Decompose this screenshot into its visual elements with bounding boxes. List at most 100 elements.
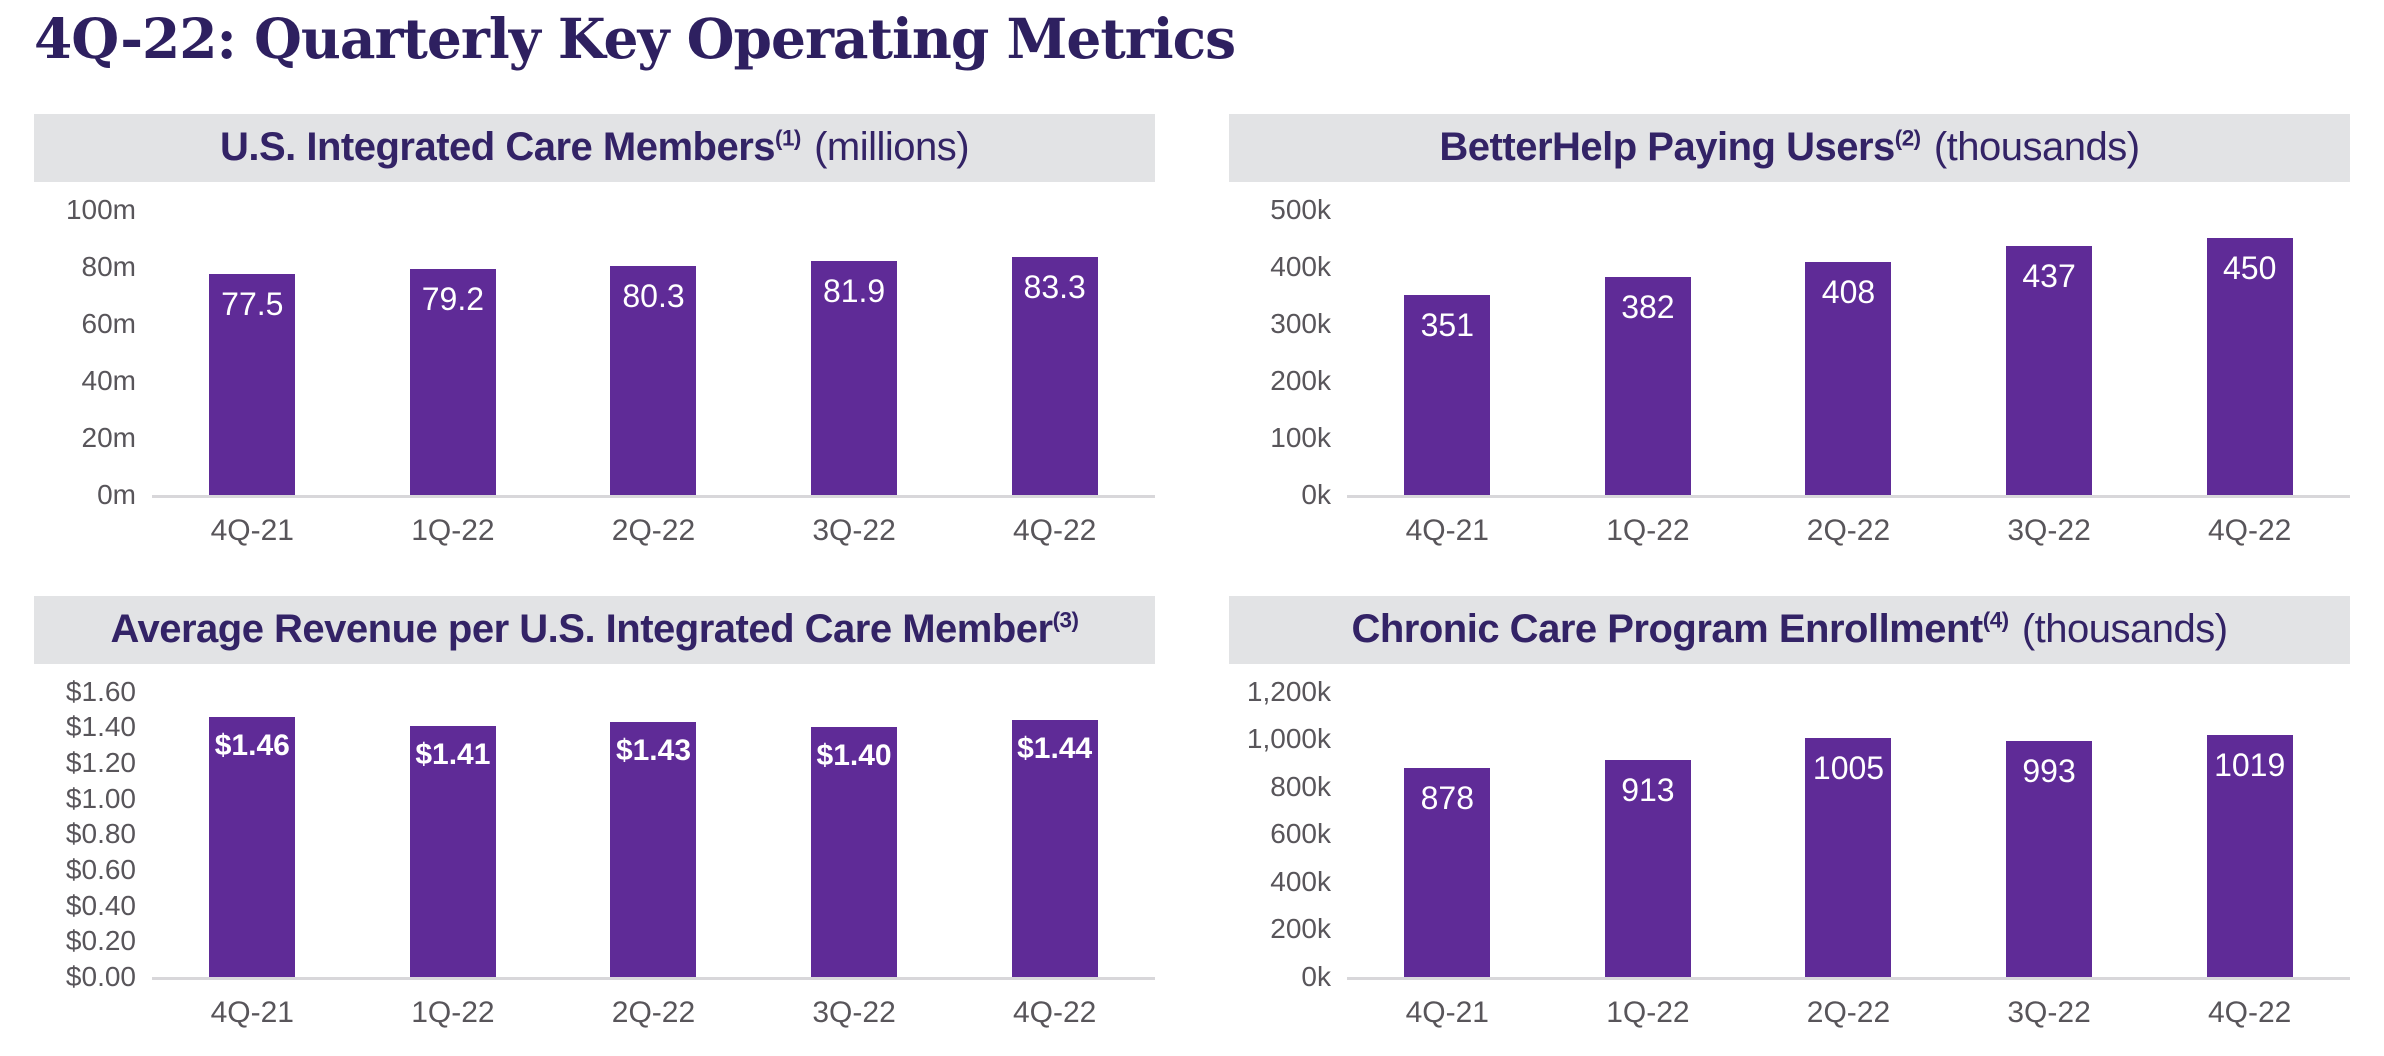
bar-value-label: 79.2 [421, 281, 485, 318]
y-axis: 100m 80m 60m 40m 20m 0m [34, 195, 152, 508]
bar-value-label: 1005 [1812, 750, 1885, 787]
footnote-marker: (2) [1894, 125, 1921, 151]
y-axis-tick-label: 80m [81, 250, 136, 282]
chart-title: Average Revenue per U.S. Integrated Care… [111, 607, 1079, 652]
y-axis-tick-label: 1,000k [1246, 723, 1331, 755]
bar: 81.9 [811, 261, 898, 495]
plot-area: 77.5 79.2 80.3 81.9 83.3 [152, 210, 1155, 498]
bar-value-label: 1019 [2214, 746, 2286, 783]
y-axis: $1.60 $1.40 $1.20 $1.00 $0.80 $0.60 $0.40 $0.20… [34, 677, 152, 990]
chart-title-band: BetterHelp Paying Users(2) (thousands) [1229, 113, 2350, 182]
x-axis-label: 2Q-22 [611, 513, 696, 547]
x-axis-label: 1Q-22 [1606, 995, 1690, 1029]
x-axis-label: 2Q-22 [611, 995, 696, 1029]
bar-value-label: $1.40 [816, 739, 892, 773]
y-axis-tick-label: 0k [1301, 960, 1331, 992]
slide-title: 4Q-22: Quarterly Key Operating Metrics [34, 6, 1236, 71]
y-axis-tick-label: 0k [1301, 478, 1331, 510]
chart-body: $1.60 $1.40 $1.20 $1.00 $0.80 $0.60 $0.40 $0.20… [34, 677, 1155, 1028]
bar: $1.40 [811, 727, 898, 977]
bar-value-label: $1.44 [1017, 732, 1093, 766]
bar-chart-betterhelp-paying-users: 500k 400k 300k 200k 100k 0k 351 382 408 437 450 4Q-… [1229, 182, 2350, 546]
bar-value-label: 878 [1420, 780, 1474, 817]
bar: 351 [1404, 294, 1491, 495]
y-axis-tick-label: 60m [81, 307, 136, 339]
y-axis-tick-label: $1.60 [65, 675, 136, 707]
y-axis-tick-label: $0.00 [65, 960, 136, 992]
bar-value-label: $1.46 [214, 728, 290, 762]
chart-panel-chronic-care-program-enrollment: Chronic Care Program Enrollment(4) (thous… [1229, 595, 2350, 1028]
bar-value-label: 450 [2222, 250, 2277, 287]
chart-title-text: U.S. Integrated Care Members [219, 125, 776, 170]
bar: 77.5 [209, 273, 296, 495]
y-axis-tick-label: $0.60 [65, 853, 136, 885]
y-axis-tick-label: 500k [1270, 193, 1331, 225]
bar-value-label: 81.9 [822, 273, 886, 310]
chart-title-band: Average Revenue per U.S. Integrated Care… [34, 595, 1155, 664]
y-axis: 1,200k 1,000k 800k 600k 400k 200k 0k [1229, 677, 1347, 990]
x-axis-label: 3Q-22 [812, 513, 896, 547]
chart-unit-label: (thousands) [1933, 125, 2140, 170]
bar: 382 [1604, 277, 1691, 495]
bar: $1.43 [610, 722, 697, 977]
bar: $1.44 [1011, 720, 1098, 977]
plot-wrap: $1.46 $1.41 $1.43 $1.40 $1.44 4Q-21 1Q-22 2Q-22… [152, 692, 1155, 1028]
chart-body: 500k 400k 300k 200k 100k 0k 351 382 408 437 450 4Q-… [1229, 195, 2350, 547]
x-axis-label: 4Q-22 [1012, 995, 1097, 1029]
y-axis-tick-label: $0.80 [65, 818, 136, 850]
x-axis-label: 3Q-22 [2007, 995, 2091, 1029]
y-axis-tick-label: 1,200k [1246, 675, 1331, 707]
chart-title: U.S. Integrated Care Members(1) (millions… [219, 125, 970, 170]
x-axis-label: 3Q-22 [2007, 513, 2091, 547]
bar-value-label: 437 [2022, 257, 2076, 294]
x-axis-label: 1Q-22 [411, 513, 495, 547]
bar: $1.46 [209, 716, 296, 977]
y-axis-tick-label: 400k [1270, 250, 1331, 282]
bar-value-label: 351 [1420, 306, 1474, 343]
x-axis-label: 2Q-22 [1806, 513, 1891, 547]
x-axis-label: 1Q-22 [1606, 513, 1690, 547]
chart-panel-average-revenue-per-member: Average Revenue per U.S. Integrated Care… [34, 595, 1155, 1028]
plot-wrap: 878 913 1005 993 1019 4Q-21 1Q-22 2Q-22 3Q-22 4Q-… [1347, 692, 2350, 1028]
x-axis-label: 4Q-21 [1405, 995, 1489, 1029]
chart-panel-betterhelp-paying-users: BetterHelp Paying Users(2) (thousands) 50… [1229, 113, 2350, 546]
y-axis-tick-label: 300k [1270, 307, 1331, 339]
bar: 437 [2006, 245, 2093, 495]
bar: $1.41 [409, 725, 496, 977]
bar: 878 [1404, 768, 1491, 977]
chart-title: Chronic Care Program Enrollment(4) (thous… [1351, 607, 2228, 652]
bar-value-label: 83.3 [1023, 269, 1086, 306]
chart-body: 100m 80m 60m 40m 20m 0m 77.5 79.2 80.3 81.9 83.3 4Q… [34, 195, 1155, 546]
footnote-marker: (3) [1052, 607, 1079, 633]
x-axis-label: 4Q-22 [1012, 513, 1097, 547]
bar-value-label: 382 [1621, 289, 1675, 326]
x-axis-label: 2Q-22 [1806, 995, 1891, 1029]
x-axis-label: 3Q-22 [812, 995, 896, 1029]
y-axis: 500k 400k 300k 200k 100k 0k [1229, 195, 1347, 508]
plot-wrap: 77.5 79.2 80.3 81.9 83.3 4Q-21 1Q-22 2Q-22 3Q-22… [152, 210, 1155, 546]
y-axis-tick-label: $0.20 [65, 925, 136, 957]
chart-title-band: Chronic Care Program Enrollment(4) (thous… [1229, 595, 2350, 664]
y-axis-tick-label: 800k [1270, 770, 1331, 802]
bar-value-label: $1.41 [415, 737, 491, 771]
bar-value-label: 913 [1621, 771, 1675, 808]
footnote-marker: (1) [775, 125, 801, 151]
chart-unit-label: (thousands) [2021, 607, 2228, 652]
bar: 1005 [1805, 738, 1892, 977]
y-axis-tick-label: 40m [81, 364, 136, 396]
plot-area: 878 913 1005 993 1019 [1347, 692, 2350, 980]
x-axis-label: 4Q-22 [2207, 513, 2292, 547]
y-axis-tick-label: 200k [1270, 913, 1331, 945]
x-axis-label: 4Q-21 [210, 995, 294, 1029]
y-axis-tick-label: 600k [1270, 818, 1331, 850]
bar: 80.3 [610, 265, 697, 495]
footnote-marker: (4) [1982, 607, 2009, 633]
y-axis-tick-label: 200k [1270, 364, 1331, 396]
bar: 408 [1805, 262, 1892, 495]
chart-title-band: U.S. Integrated Care Members(1) (millions… [34, 113, 1155, 182]
bar-chart-chronic-care-program-enrollment: 1,200k 1,000k 800k 600k 400k 200k 0k 878 913 1005… [1229, 664, 2350, 1028]
plot-area: $1.46 $1.41 $1.43 $1.40 $1.44 [152, 692, 1155, 980]
chart-title-text: Chronic Care Program Enrollment [1351, 607, 1983, 652]
x-axis-label: 4Q-21 [1405, 513, 1489, 547]
